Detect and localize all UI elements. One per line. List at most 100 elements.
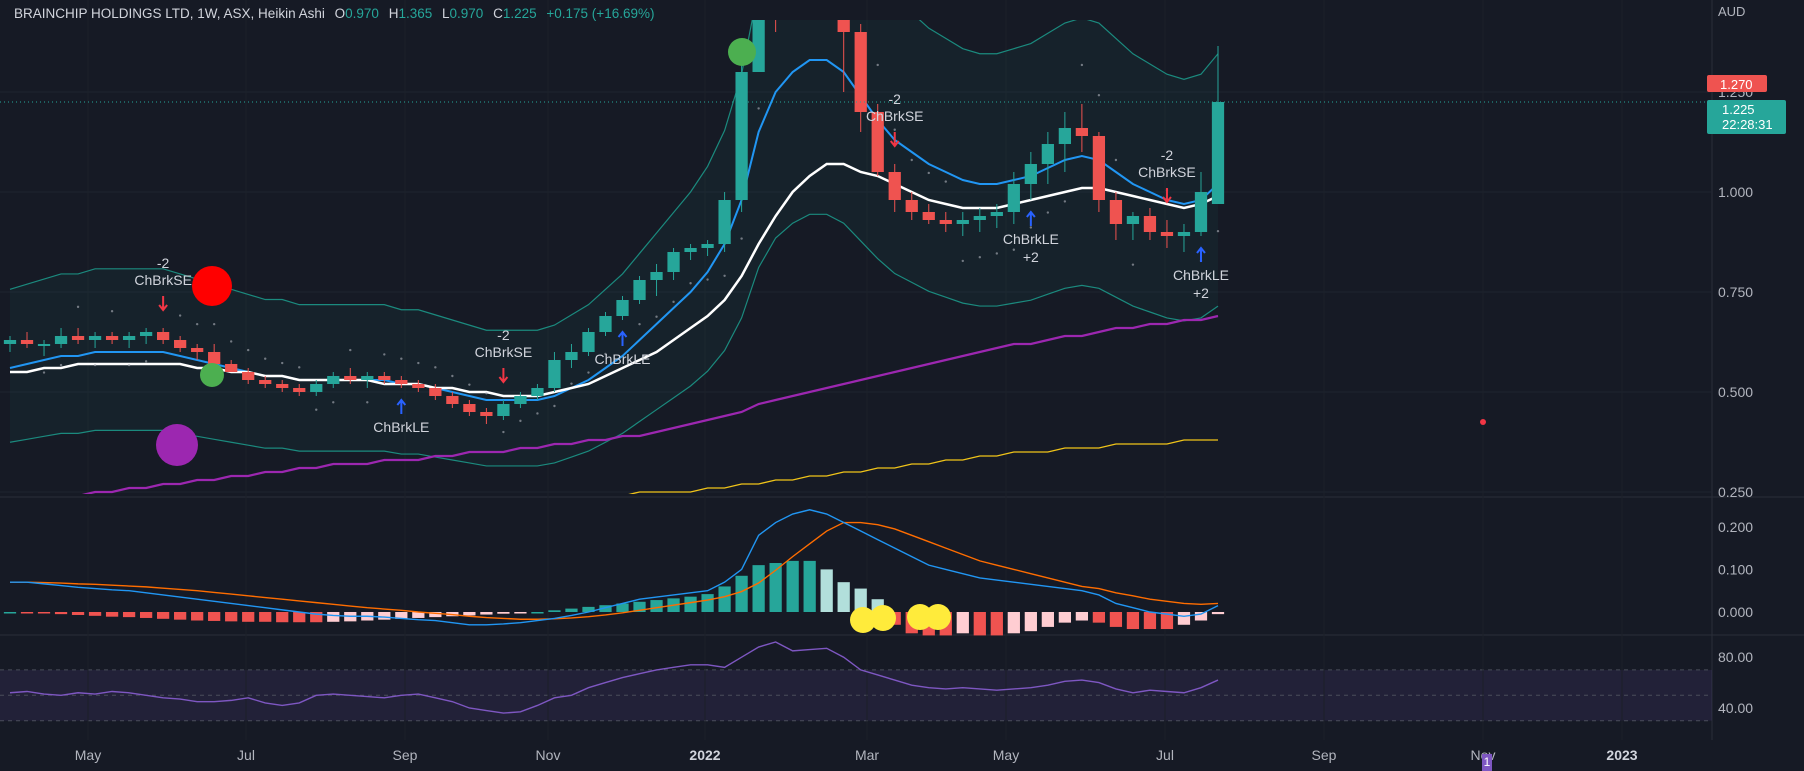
macd-histogram-bar bbox=[1024, 612, 1037, 632]
time-tick-label: Jul bbox=[1156, 747, 1174, 763]
macd-histogram-bar bbox=[395, 612, 408, 619]
macd-histogram-bar bbox=[327, 612, 340, 622]
candle-body bbox=[242, 372, 255, 380]
candle-body bbox=[735, 72, 748, 200]
macd-histogram-bar bbox=[242, 612, 255, 622]
candle-body bbox=[973, 216, 986, 220]
rsi-tick-label: 80.00 bbox=[1718, 649, 1753, 665]
macd-histogram-bar bbox=[565, 608, 578, 612]
macd-histogram-bar bbox=[973, 612, 986, 636]
candle-body bbox=[157, 332, 170, 340]
psar-dot bbox=[604, 352, 607, 356]
time-tick-label: Nov bbox=[536, 747, 561, 763]
psar-dot bbox=[876, 63, 879, 67]
macd-histogram-bar bbox=[582, 606, 595, 612]
candle-body bbox=[1092, 136, 1106, 200]
candle-body bbox=[208, 352, 221, 364]
rsi-tick-label: 40.00 bbox=[1718, 700, 1753, 716]
psar-dot bbox=[502, 430, 505, 434]
candle-body bbox=[88, 336, 102, 340]
chart-header: BRAINCHIP HOLDINGS LTD, 1W, ASX, Heikin … bbox=[14, 6, 654, 21]
psar-dot bbox=[195, 322, 199, 326]
macd-histogram-bar bbox=[803, 560, 816, 612]
psar-dot bbox=[1097, 94, 1101, 97]
candle-body bbox=[650, 272, 663, 280]
psar-dot bbox=[383, 353, 386, 356]
candle-body bbox=[122, 336, 136, 340]
price-tick-label: 0.750 bbox=[1718, 284, 1753, 300]
psar-dot bbox=[400, 357, 403, 360]
signal-label: ChBrkLE bbox=[594, 351, 650, 367]
macd-histogram-bar bbox=[191, 612, 204, 621]
timeframe-badge[interactable]: 1 bbox=[1482, 754, 1492, 771]
candle-body bbox=[20, 340, 34, 344]
price-tick-label: 0.500 bbox=[1718, 384, 1753, 400]
macd-tick-label: 0.100 bbox=[1718, 561, 1753, 577]
candle-body bbox=[1024, 164, 1037, 184]
macd-histogram-bar bbox=[616, 603, 629, 612]
candle-body bbox=[293, 388, 306, 392]
psar-dot bbox=[76, 305, 80, 309]
macd-tick-label: 0.000 bbox=[1718, 604, 1753, 620]
psar-dot bbox=[178, 314, 182, 317]
high-price-badge bbox=[1707, 75, 1767, 92]
candle-body bbox=[871, 112, 884, 172]
candle-body bbox=[54, 336, 68, 344]
candle-body bbox=[1041, 144, 1054, 164]
psar-dot bbox=[417, 361, 420, 365]
psar-dot bbox=[93, 363, 97, 367]
macd-histogram-bar bbox=[37, 612, 51, 614]
psar-dot bbox=[485, 392, 488, 395]
psar-dot bbox=[1080, 63, 1084, 67]
long-signal-arrow bbox=[396, 398, 407, 414]
macd-histogram-bar bbox=[854, 588, 867, 612]
macd-histogram-bar bbox=[105, 612, 119, 617]
macd-histogram-bar bbox=[718, 586, 731, 612]
candle-body bbox=[956, 220, 969, 224]
psar-dot bbox=[961, 259, 964, 263]
macd-signal-line bbox=[10, 521, 1219, 620]
signal-dot-red-small bbox=[1480, 419, 1486, 425]
symbol-title[interactable]: BRAINCHIP HOLDINGS LTD, 1W, ASX, Heikin … bbox=[14, 6, 325, 21]
macd-histogram-bar bbox=[174, 612, 187, 620]
macd-histogram-bar bbox=[956, 612, 969, 634]
candle-body bbox=[1126, 216, 1140, 224]
psar-dot bbox=[689, 282, 692, 285]
macd-histogram-bar bbox=[293, 612, 306, 623]
signal-count: -2 bbox=[157, 255, 170, 271]
candle-body bbox=[259, 380, 272, 384]
macd-histogram-bar bbox=[1109, 612, 1123, 627]
macd-pane bbox=[3, 509, 1225, 636]
psar-dot bbox=[740, 237, 743, 240]
macd-histogram-bar bbox=[701, 594, 714, 612]
candle-body bbox=[429, 388, 442, 396]
macd-histogram-bar bbox=[310, 612, 323, 623]
candle-body bbox=[3, 340, 17, 344]
signal-count: -2 bbox=[497, 327, 510, 343]
signal-count: -2 bbox=[889, 91, 902, 107]
candle-body bbox=[1143, 216, 1157, 232]
countdown-label: 22:28:31 bbox=[1722, 117, 1773, 132]
signal-label: ChBrkLE bbox=[373, 419, 429, 435]
time-tick-label: 2023 bbox=[1606, 747, 1637, 763]
macd-tick-label: 0.200 bbox=[1718, 519, 1753, 535]
candle-body bbox=[752, 20, 765, 72]
candle-body bbox=[395, 380, 408, 384]
candle-body bbox=[633, 280, 646, 300]
low-label: L bbox=[442, 6, 450, 21]
candle-body bbox=[1007, 184, 1020, 212]
short-signal-arrow bbox=[498, 368, 509, 384]
time-tick-label: Jul bbox=[237, 747, 255, 763]
candle-body bbox=[990, 212, 1003, 216]
candle-body bbox=[548, 360, 561, 388]
macd-histogram-bar bbox=[684, 596, 697, 612]
time-tick-label: May bbox=[75, 747, 101, 763]
ma-line bbox=[81, 314, 1219, 494]
macd-histogram-bar bbox=[1041, 612, 1054, 627]
macd-histogram-bar bbox=[1177, 612, 1191, 625]
macd-histogram-bar bbox=[157, 612, 170, 619]
macd-histogram-bar bbox=[88, 612, 102, 616]
long-signal-arrow bbox=[617, 330, 628, 346]
signal-label: ChBrkSE bbox=[866, 108, 924, 124]
